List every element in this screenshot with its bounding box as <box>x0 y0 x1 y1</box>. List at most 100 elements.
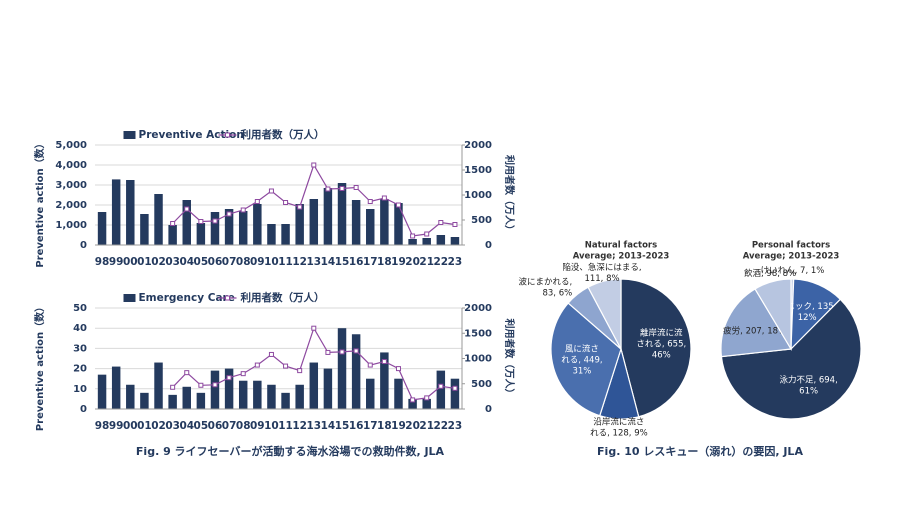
y2-tick-label: 1000 <box>464 190 492 201</box>
bar <box>309 199 319 245</box>
line-marker <box>170 384 176 390</box>
line-marker <box>226 375 232 381</box>
bar <box>380 352 389 409</box>
x-tick-label: 01 <box>137 420 152 432</box>
line-marker <box>325 349 331 355</box>
bar <box>281 224 290 245</box>
bar <box>422 238 431 245</box>
pie-label: 83, 6% <box>542 289 572 299</box>
x-tick-label: 13 <box>306 256 321 268</box>
bar <box>140 392 149 409</box>
x-tick-label: 08 <box>236 256 251 268</box>
x-tick-label: 19 <box>391 256 406 268</box>
x-tick-label: 02 <box>151 256 166 268</box>
x-tick-label: 08 <box>236 420 251 432</box>
pie-slice <box>620 278 692 418</box>
x-tick-label: 05 <box>194 420 209 432</box>
x-tick-label: 00 <box>123 256 138 268</box>
x-tick-label: 09 <box>250 420 265 432</box>
x-tick-label: 06 <box>208 420 223 432</box>
pie-slice <box>587 278 622 350</box>
legend-swatch <box>123 131 136 139</box>
y-tick-label: 2,000 <box>55 200 87 211</box>
bar <box>238 211 248 245</box>
x-tick-label: 17 <box>363 420 378 432</box>
bar <box>408 398 417 409</box>
y-tick-label: 10 <box>73 384 87 395</box>
line-marker <box>367 362 373 368</box>
y2-tick-label: 2000 <box>464 303 492 314</box>
line-marker <box>283 363 289 369</box>
bar <box>253 204 262 245</box>
line-marker <box>339 349 345 355</box>
bar <box>366 378 375 409</box>
y-tick-label: 40 <box>73 323 87 334</box>
bar <box>450 378 460 409</box>
x-tick-label: 04 <box>179 256 194 268</box>
x-tick-label: 20 <box>405 256 420 268</box>
x-tick-label: 22 <box>434 256 449 268</box>
legend-label: Emergency Care <box>139 292 235 304</box>
bar <box>295 384 304 409</box>
bar <box>422 398 431 409</box>
x-tick-label: 09 <box>250 256 265 268</box>
x-tick-label: 15 <box>335 256 350 268</box>
line-marker <box>198 382 204 388</box>
bar <box>168 394 177 409</box>
line-marker <box>240 207 246 213</box>
x-tick-label: 15 <box>335 420 350 432</box>
line-marker <box>254 199 260 204</box>
line-marker <box>311 325 317 331</box>
x-tick-label: 98 <box>95 420 110 432</box>
pie-subtitle: Average; 2013-2023 <box>573 252 670 262</box>
line-marker <box>339 186 345 191</box>
line-marker <box>254 362 260 368</box>
line-marker <box>381 195 387 201</box>
line-marker <box>367 199 373 204</box>
bar <box>111 366 121 409</box>
line-marker <box>410 233 416 239</box>
x-tick-label: 12 <box>292 256 307 268</box>
bar <box>394 203 403 245</box>
line-marker <box>212 382 218 388</box>
line-marker <box>226 211 232 217</box>
bar <box>154 362 163 409</box>
bar <box>295 204 304 245</box>
bar <box>351 200 361 245</box>
x-tick-label: 06 <box>208 256 223 268</box>
y2-tick-label: 1000 <box>464 354 492 365</box>
pie-slice <box>720 288 792 358</box>
x-tick-label: 07 <box>222 420 237 432</box>
x-tick-label: 10 <box>264 420 279 432</box>
pie-title: Personal factors <box>752 241 830 251</box>
bar <box>140 214 149 245</box>
line-marker <box>353 348 359 354</box>
bar <box>111 179 121 245</box>
line-marker <box>311 162 317 168</box>
y2-tick-label: 500 <box>471 215 492 226</box>
line-marker <box>212 218 218 224</box>
line-marker <box>297 204 303 210</box>
x-tick-label: 20 <box>405 420 420 432</box>
x-tick-label: 00 <box>123 420 138 432</box>
bar <box>210 212 220 245</box>
bar <box>450 237 460 245</box>
x-tick-label: 17 <box>363 256 378 268</box>
legend-label: Preventive Action <box>139 129 244 141</box>
pie-label: 泳力不足, 694, <box>779 375 837 386</box>
legend-label: 利用者数（万人） <box>241 128 325 141</box>
line-marker <box>452 385 458 391</box>
bar <box>366 209 375 245</box>
bar <box>126 180 135 245</box>
pie-label: れる, 128, 9% <box>590 428 648 438</box>
bar <box>337 183 347 245</box>
bar <box>380 199 389 245</box>
pie-label: 陥没、急深にはまる, <box>562 262 641 273</box>
bar <box>394 378 403 409</box>
x-tick-label: 23 <box>448 256 463 268</box>
bar <box>182 200 191 245</box>
y-axis-label: Preventive action（数） <box>33 138 46 267</box>
pie-label: 疲労, 207, 18% <box>723 325 786 336</box>
y2-tick-label: 0 <box>485 404 492 415</box>
x-tick-label: 11 <box>278 420 293 432</box>
